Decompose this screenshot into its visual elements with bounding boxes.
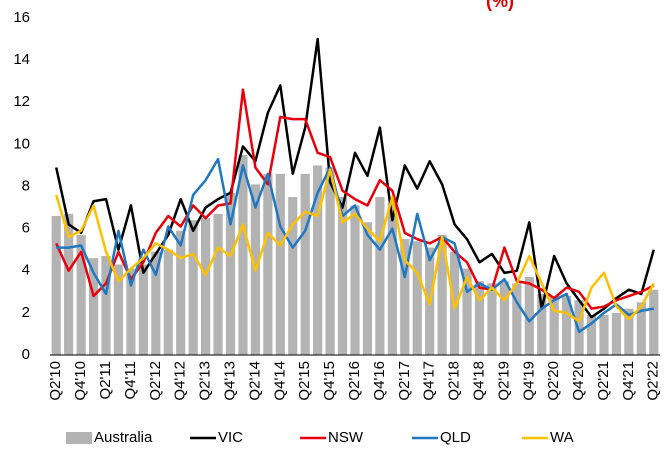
bar	[201, 218, 211, 355]
line	[55, 168, 655, 323]
x-tick-label: Q4'10	[72, 361, 89, 401]
bar	[101, 256, 111, 355]
legend-label: QLD	[440, 429, 471, 446]
line	[56, 157, 654, 334]
bar	[537, 293, 547, 355]
legend-label: VIC	[218, 429, 243, 446]
bar	[313, 165, 323, 355]
x-tick-label: Q2'19	[495, 361, 512, 401]
x-tick-label: Q4'11	[122, 361, 139, 399]
bar	[400, 239, 410, 355]
x-tick-label: Q4'21	[620, 361, 637, 401]
y-tick-label: 6	[22, 220, 30, 237]
y-tick-label: 14	[13, 51, 30, 68]
bar	[512, 283, 522, 355]
bar	[64, 213, 74, 355]
bar	[462, 268, 472, 355]
x-tick-label: Q2'14	[246, 361, 263, 401]
bar	[574, 300, 584, 355]
legend-label: Australia	[94, 429, 153, 446]
bar	[624, 308, 634, 355]
y-tick-label: 12	[13, 93, 30, 110]
bar	[126, 268, 136, 355]
bar	[51, 215, 61, 355]
x-tick-label: Q4'16	[371, 361, 388, 401]
x-tick-label: Q4'19	[520, 361, 537, 401]
bar	[288, 197, 298, 355]
bar	[499, 281, 509, 355]
bar	[487, 283, 497, 355]
x-tick-label: Q2'16	[346, 361, 363, 401]
bar	[375, 197, 385, 355]
bar	[549, 296, 559, 355]
y-tick-label: 0	[22, 346, 30, 363]
bar	[337, 197, 348, 355]
bar	[163, 249, 173, 355]
x-tick-label: Q2'20	[545, 361, 562, 401]
y-tick-label: 4	[22, 262, 30, 279]
bar	[76, 234, 86, 355]
x-tick-label: Q4'14	[271, 361, 288, 401]
bar	[88, 258, 99, 355]
bar	[238, 154, 248, 355]
x-tick-label: Q2'22	[645, 361, 662, 401]
bar	[188, 220, 198, 355]
x-tick-label: Q4'13	[221, 361, 238, 401]
bar	[362, 222, 373, 355]
line	[55, 88, 655, 310]
bar	[636, 302, 646, 355]
bar	[586, 314, 597, 355]
bar	[611, 312, 622, 355]
legend-label: WA	[550, 429, 574, 446]
y-tick-label: 8	[22, 177, 30, 194]
bar	[275, 173, 285, 355]
x-tick-label: Q4'20	[570, 361, 587, 401]
bar	[113, 264, 124, 355]
bar	[151, 251, 161, 355]
x-tick-label: Q2'13	[197, 361, 214, 401]
x-tick-label: Q4'17	[421, 361, 438, 401]
x-tick-label: Q2'11	[97, 361, 114, 399]
x-tick-label: Q2'18	[446, 361, 463, 401]
bar	[138, 264, 148, 355]
bar	[350, 205, 360, 355]
bar	[599, 314, 609, 355]
bar	[325, 167, 335, 355]
x-tick-label: Q2'15	[296, 361, 313, 401]
x-tick-label: Q2'10	[47, 361, 64, 401]
x-tick-label: Q4'18	[470, 361, 487, 401]
bar	[176, 230, 186, 355]
line	[55, 37, 655, 319]
x-tick-label: Q2'17	[396, 361, 413, 401]
y-tick-label: 10	[13, 135, 30, 152]
y-tick-label: 16	[13, 9, 30, 26]
bar	[300, 173, 310, 355]
x-tick-label: Q2'21	[595, 361, 612, 401]
chart-title: (%)	[486, 0, 514, 11]
bar	[263, 173, 273, 355]
legend-label: NSW	[328, 429, 364, 446]
bar	[649, 289, 659, 355]
x-tick-label: Q4'15	[321, 361, 338, 401]
x-tick-label: Q2'12	[147, 361, 164, 401]
bar	[387, 203, 397, 355]
bar	[562, 296, 572, 355]
legend-swatch	[66, 432, 92, 444]
bar	[524, 277, 534, 355]
x-tick-label: Q4'12	[172, 361, 189, 401]
bar	[437, 234, 447, 355]
bar	[225, 192, 236, 355]
bar	[412, 241, 422, 355]
y-tick-label: 2	[22, 304, 30, 321]
bar	[213, 213, 223, 355]
bar	[474, 281, 485, 355]
